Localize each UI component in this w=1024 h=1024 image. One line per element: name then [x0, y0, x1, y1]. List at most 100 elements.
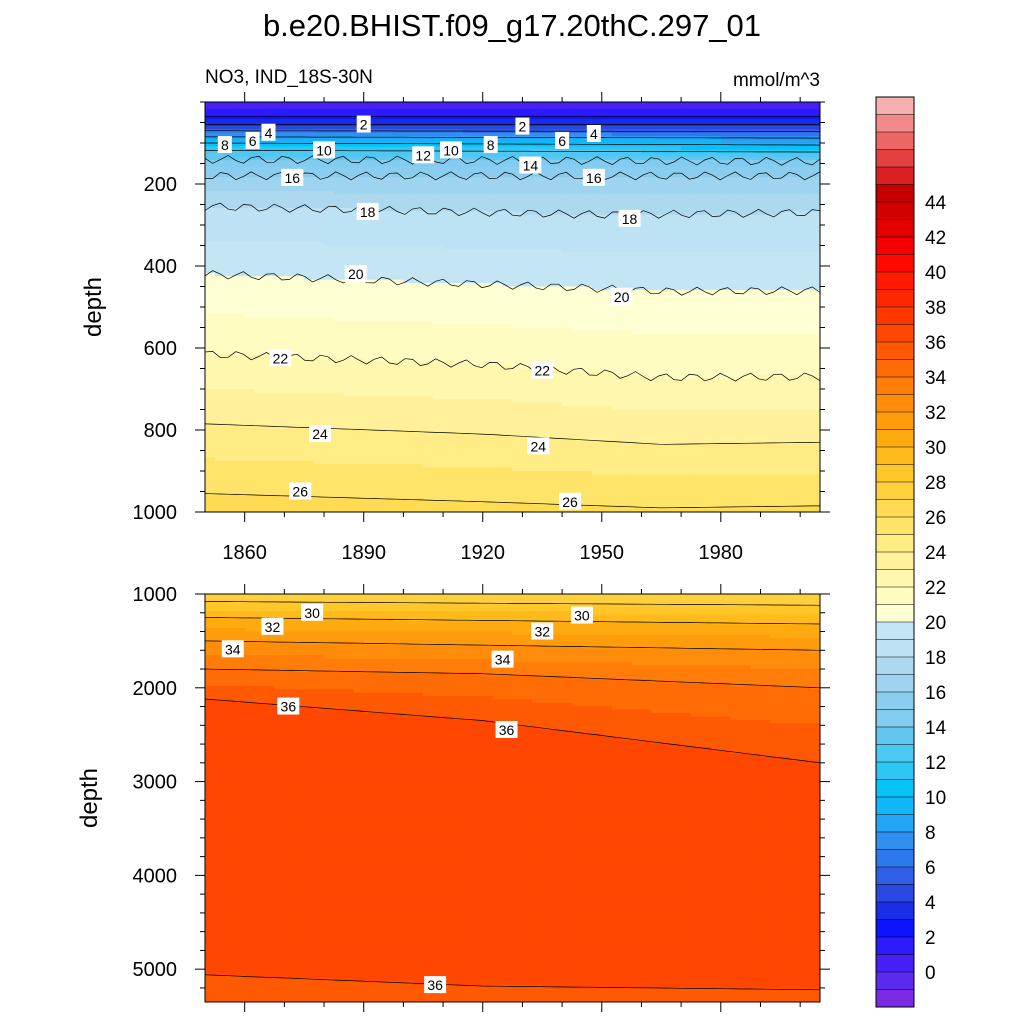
field-cell [433, 392, 444, 397]
field-cell [333, 187, 345, 192]
field-cell [294, 433, 305, 438]
field-cell [482, 225, 494, 230]
field-cell [443, 262, 454, 267]
field-cell [403, 443, 414, 448]
field-cell [492, 262, 504, 267]
field-cell [373, 132, 385, 137]
field-cell [423, 245, 434, 250]
field-cell [393, 190, 404, 195]
field-cell [562, 248, 573, 253]
field-cell [383, 447, 395, 452]
field-cell [214, 505, 226, 510]
field-cell [562, 409, 573, 414]
field-cell [591, 481, 603, 486]
field-cell [462, 365, 474, 370]
field-cell [542, 348, 553, 353]
field-cell [512, 112, 524, 117]
field-cell [373, 494, 385, 499]
field-cell [373, 307, 385, 312]
field-cell [205, 433, 216, 438]
field-cell [254, 269, 266, 274]
field-cell [224, 225, 236, 230]
field-cell [343, 344, 355, 349]
field-cell [572, 211, 583, 216]
field-cell [264, 330, 276, 335]
field-cell [443, 293, 454, 298]
field-cell [393, 296, 404, 301]
field-cell [512, 293, 524, 298]
field-cell [264, 235, 276, 240]
field-cell [393, 300, 404, 305]
field-cell [472, 228, 484, 233]
field-cell [482, 481, 494, 486]
field-cell [552, 242, 563, 247]
field-cell [472, 108, 484, 113]
field-cell [333, 184, 345, 189]
field-cell [234, 378, 246, 383]
field-cell [413, 190, 424, 195]
field-cell [601, 307, 613, 312]
field-cell [452, 119, 464, 124]
field-cell [393, 266, 404, 271]
field-cell [443, 228, 454, 233]
field-cell [572, 330, 583, 335]
field-cell [512, 426, 524, 431]
field-cell [532, 457, 543, 462]
field-cell [234, 190, 246, 195]
field-cell [244, 166, 256, 171]
field-cell [413, 238, 424, 243]
field-cell [433, 307, 444, 312]
field-cell [423, 327, 434, 332]
field-cell [581, 197, 593, 202]
field-cell [591, 252, 603, 257]
field-cell [562, 457, 573, 462]
field-cell [562, 412, 573, 417]
field-cell [254, 423, 266, 428]
field-cell [443, 173, 454, 178]
field-cell [393, 102, 404, 107]
field-cell [244, 248, 256, 253]
field-cell [234, 228, 246, 233]
field-cell [433, 160, 444, 165]
field-cell [403, 166, 414, 171]
field-cell [324, 354, 335, 359]
field-cell [413, 317, 424, 322]
field-cell [443, 334, 454, 339]
field-cell [472, 173, 484, 178]
field-cell [324, 358, 335, 363]
field-cell [333, 214, 345, 219]
field-cell [343, 166, 355, 171]
field-cell [443, 272, 454, 277]
field-cell [373, 361, 385, 366]
field-cell [601, 221, 613, 226]
field-cell [472, 358, 484, 363]
field-cell [492, 481, 504, 486]
field-cell [601, 102, 613, 107]
field-cell [512, 242, 524, 247]
field-cell [224, 368, 236, 373]
field-cell [512, 498, 524, 503]
field-cell [423, 501, 434, 506]
field-cell [601, 300, 613, 305]
field-cell [373, 221, 385, 226]
field-cell [512, 361, 524, 366]
field-cell [492, 146, 504, 151]
field-cell [452, 221, 464, 226]
field-cell [413, 187, 424, 192]
field-cell [254, 197, 266, 202]
field-cell [581, 365, 593, 370]
field-cell [393, 406, 404, 411]
field-cell [502, 501, 514, 506]
field-cell [562, 293, 573, 298]
field-cell [244, 348, 256, 353]
field-cell [284, 419, 295, 424]
field-cell [264, 423, 276, 428]
field-cell [403, 467, 414, 472]
field-cell [522, 464, 533, 469]
field-cell [552, 149, 563, 154]
field-cell [542, 327, 553, 332]
field-cell [274, 409, 285, 414]
field-cell [314, 228, 325, 233]
field-cell [581, 225, 593, 230]
field-cell [423, 484, 434, 489]
